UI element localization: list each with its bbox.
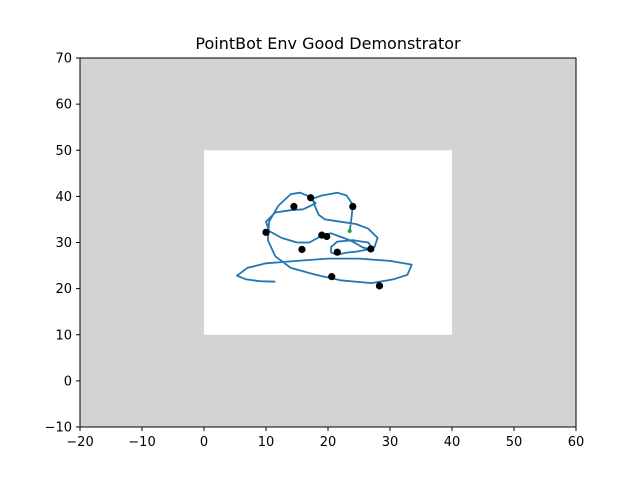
y-tick-label: 0: [64, 374, 72, 389]
obstacle-marker: [307, 194, 315, 202]
x-tick-label: 60: [568, 435, 585, 450]
y-tick-label: 70: [55, 52, 72, 67]
y-axis: −10 0 10 20 30 40 50 60 70: [45, 52, 80, 436]
obstacle-marker: [262, 228, 270, 236]
obstacle-marker: [298, 245, 306, 254]
marker-layer: [262, 194, 384, 290]
x-tick-label: 0: [200, 435, 208, 450]
x-axis: −20 −10 0 10 20 30 40 50 60: [66, 427, 584, 450]
obstacle-marker: [323, 232, 331, 241]
x-tick-label: 40: [444, 435, 461, 450]
obstacle-marker: [290, 202, 298, 211]
obstacle-marker: [367, 245, 375, 253]
x-tick-label: 10: [258, 435, 275, 450]
chart-title: PointBot Env Good Demonstrator: [195, 34, 461, 53]
obstacle-marker: [328, 273, 336, 281]
y-tick-label: −10: [45, 421, 72, 436]
x-tick-label: −20: [66, 435, 93, 450]
obstacle-marker: [333, 248, 341, 256]
y-tick-label: 20: [55, 282, 72, 297]
obstacle-marker: [349, 202, 357, 211]
x-tick-label: 20: [320, 435, 337, 450]
free-region: [204, 150, 452, 335]
obstacle-marker: [375, 282, 384, 290]
x-tick-label: 50: [506, 435, 523, 450]
y-tick-label: 50: [55, 144, 72, 159]
y-tick-label: 40: [55, 190, 72, 205]
x-tick-label: −10: [128, 435, 155, 450]
end-marker: [347, 228, 352, 233]
y-tick-label: 30: [55, 236, 72, 251]
y-tick-label: 60: [55, 98, 72, 113]
y-tick-label: 10: [55, 328, 72, 343]
x-tick-label: 30: [382, 435, 399, 450]
